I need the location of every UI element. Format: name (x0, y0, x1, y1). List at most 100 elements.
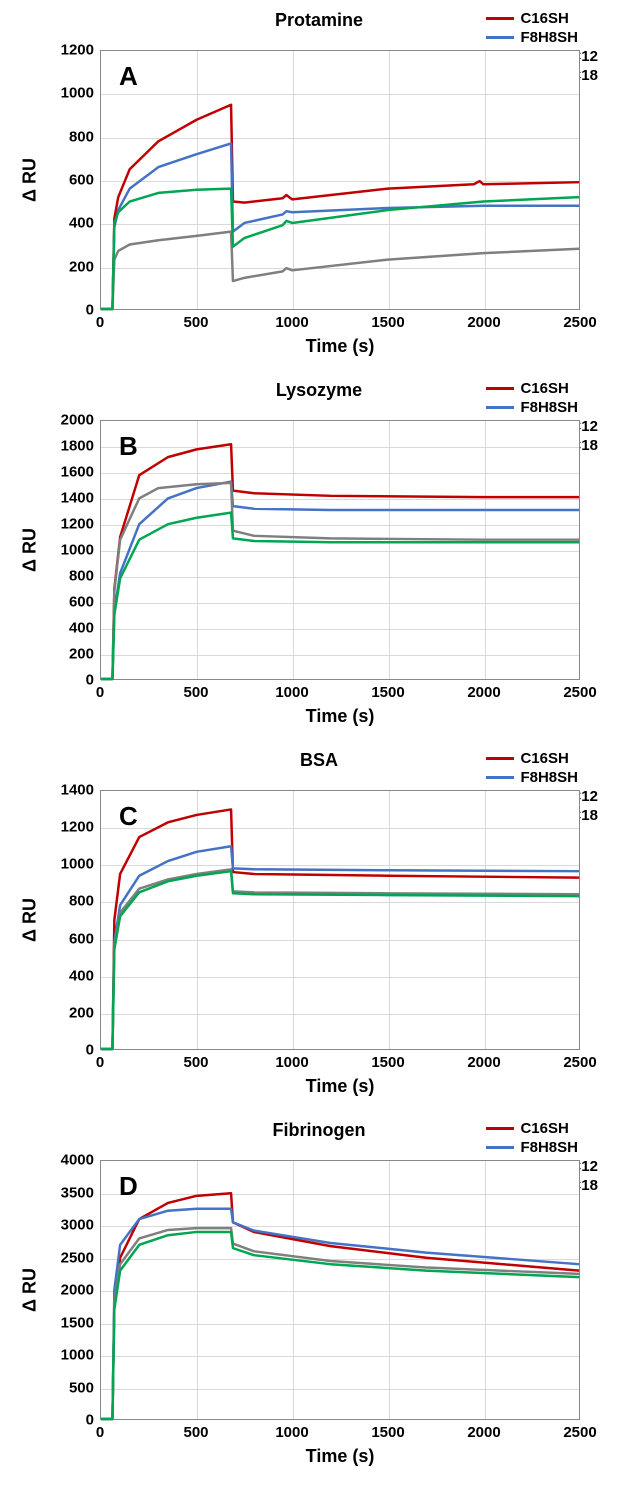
ytick-label: 1400 (44, 490, 94, 507)
legend-label: F8H8SH (520, 399, 578, 416)
ytick-label: 200 (44, 258, 94, 275)
ytick-label: 200 (44, 1004, 94, 1021)
series-F8H10-C12 (101, 483, 579, 679)
legend-item: C16SH (486, 380, 598, 397)
legend-swatch (486, 1146, 514, 1149)
ytick-label: 1600 (44, 464, 94, 481)
xtick-label: 1500 (363, 314, 413, 331)
ytick-label: 1400 (44, 782, 94, 799)
xlabel: Time (s) (306, 1076, 375, 1097)
curves-svg (101, 51, 579, 309)
legend-item: F8H8SH (486, 399, 598, 416)
chart-panel-b: LysozymeC16SHF8H8SHF8H10-C12F8H10-C18020… (10, 380, 628, 730)
ylabel: Δ RU (20, 898, 41, 942)
ytick-label: 800 (44, 568, 94, 585)
ytick-label: 1200 (44, 516, 94, 533)
curves-svg (101, 791, 579, 1049)
ylabel: Δ RU (20, 158, 41, 202)
xlabel: Time (s) (306, 1446, 375, 1467)
xtick-label: 0 (75, 314, 125, 331)
ytick-label: 1000 (44, 85, 94, 102)
legend-swatch (486, 36, 514, 39)
ytick-label: 1200 (44, 819, 94, 836)
legend-swatch (486, 406, 514, 409)
ytick-label: 3000 (44, 1217, 94, 1234)
chart-panel-d: FibrinogenC16SHF8H8SHF8H10-C12F8H10-C180… (10, 1120, 628, 1470)
series-F8H10-C12 (101, 1228, 579, 1419)
xtick-label: 1000 (267, 1054, 317, 1071)
ytick-label: 1800 (44, 438, 94, 455)
series-C16SH (101, 1193, 579, 1419)
ytick-label: 1500 (44, 1314, 94, 1331)
series-F8H10-C18 (101, 1232, 579, 1419)
legend-swatch (486, 776, 514, 779)
ytick-label: 800 (44, 128, 94, 145)
series-F8H8SH (101, 1209, 579, 1419)
xtick-label: 1000 (267, 1424, 317, 1441)
xtick-label: 500 (171, 314, 221, 331)
series-F8H10-C18 (101, 871, 579, 1049)
legend-item: F8H8SH (486, 29, 598, 46)
xtick-label: 2500 (555, 1424, 605, 1441)
xtick-label: 2000 (459, 1054, 509, 1071)
xtick-label: 2500 (555, 314, 605, 331)
ytick-label: 400 (44, 215, 94, 232)
legend-swatch (486, 1127, 514, 1130)
ytick-label: 2000 (44, 412, 94, 429)
xtick-label: 1000 (267, 314, 317, 331)
chart-title: Fibrinogen (273, 1120, 366, 1141)
legend-label: F8H8SH (520, 1139, 578, 1156)
xtick-label: 2500 (555, 1054, 605, 1071)
ytick-label: 2500 (44, 1249, 94, 1266)
plot-area: D (100, 1160, 580, 1420)
ytick-label: 1000 (44, 856, 94, 873)
ytick-label: 600 (44, 172, 94, 189)
curves-svg (101, 1161, 579, 1419)
xtick-label: 1500 (363, 684, 413, 701)
legend-label: C16SH (520, 10, 568, 27)
ylabel: Δ RU (20, 1268, 41, 1312)
legend-label: F8H8SH (520, 769, 578, 786)
series-C16SH (101, 444, 579, 679)
xtick-label: 500 (171, 1054, 221, 1071)
xtick-label: 1500 (363, 1054, 413, 1071)
ytick-label: 200 (44, 646, 94, 663)
legend-item: C16SH (486, 1120, 598, 1137)
plot-area: B (100, 420, 580, 680)
chart-title: Protamine (275, 10, 363, 31)
ytick-label: 4000 (44, 1152, 94, 1169)
xtick-label: 2000 (459, 314, 509, 331)
ytick-label: 3500 (44, 1184, 94, 1201)
legend-swatch (486, 387, 514, 390)
legend-item: F8H8SH (486, 1139, 598, 1156)
ytick-label: 600 (44, 594, 94, 611)
chart-panel-a: ProtamineC16SHF8H8SHF8H10-C12F8H10-C1802… (10, 10, 628, 360)
xtick-label: 500 (171, 684, 221, 701)
plot-area: A (100, 50, 580, 310)
figure-container: ProtamineC16SHF8H8SHF8H10-C12F8H10-C1802… (0, 0, 638, 1510)
ytick-label: 2000 (44, 1282, 94, 1299)
chart-panel-c: BSAC16SHF8H8SHF8H10-C12F8H10-C1802004006… (10, 750, 628, 1100)
ytick-label: 1000 (44, 1347, 94, 1364)
series-F8H8SH (101, 143, 579, 309)
xlabel: Time (s) (306, 336, 375, 357)
series-C16SH (101, 809, 579, 1049)
xtick-label: 2000 (459, 1424, 509, 1441)
legend-item: C16SH (486, 750, 598, 767)
xlabel: Time (s) (306, 706, 375, 727)
curves-svg (101, 421, 579, 679)
series-F8H8SH (101, 482, 579, 679)
xtick-label: 0 (75, 684, 125, 701)
xtick-label: 1000 (267, 684, 317, 701)
ytick-label: 1000 (44, 542, 94, 559)
legend-swatch (486, 17, 514, 20)
legend-label: C16SH (520, 380, 568, 397)
ytick-label: 1200 (44, 42, 94, 59)
chart-title: Lysozyme (276, 380, 362, 401)
xtick-label: 1500 (363, 1424, 413, 1441)
xtick-label: 2500 (555, 684, 605, 701)
ylabel: Δ RU (20, 528, 41, 572)
ytick-label: 600 (44, 930, 94, 947)
legend-label: C16SH (520, 750, 568, 767)
xtick-label: 0 (75, 1424, 125, 1441)
